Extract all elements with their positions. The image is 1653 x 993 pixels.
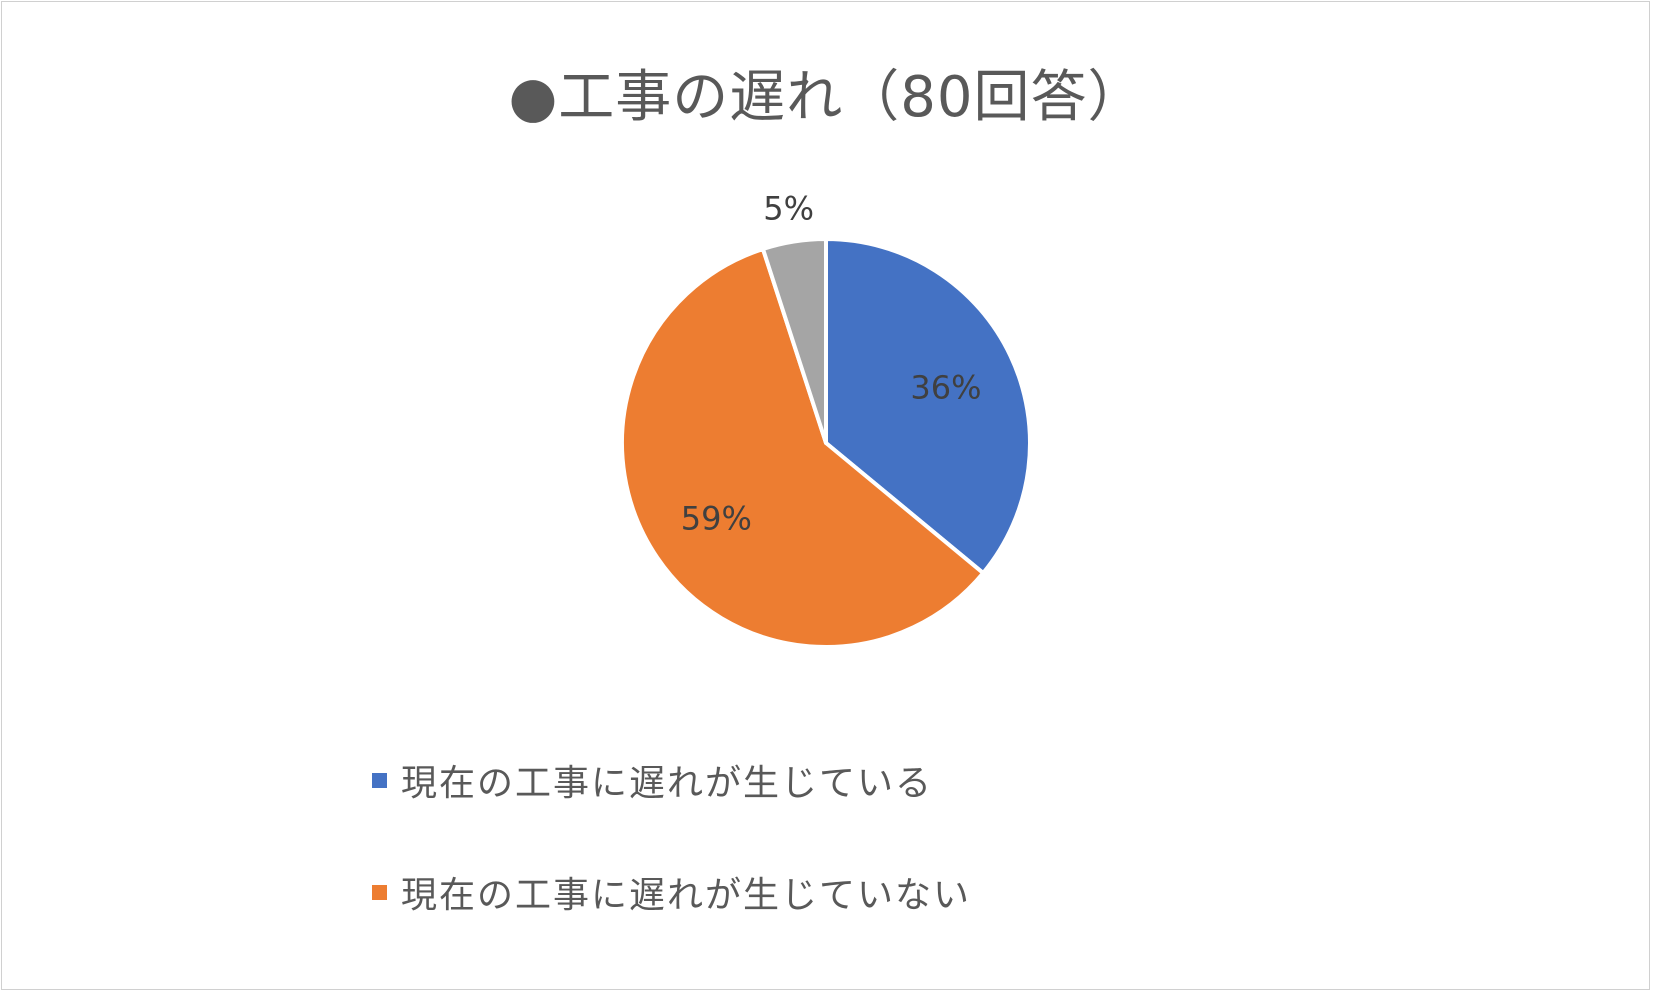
legend-swatch-orange [372, 884, 387, 900]
legend-label-not-delayed: 現在の工事に遅れが生じていない [401, 875, 972, 916]
data-label-other: 5% [763, 189, 814, 227]
pie-slice-other [760, 237, 828, 445]
legend-item-delayed: 現在の工事に遅れが生じている [372, 760, 971, 804]
chart-title: ●工事の遅れ（80回答） [508, 65, 1145, 130]
data-label-delayed: 36% [910, 369, 981, 407]
pie-slice-delayed [824, 237, 1032, 576]
legend-item-not-delayed: 現在の工事に遅れが生じていない [372, 872, 971, 916]
legend: 現在の工事に遅れが生じている 現在の工事に遅れが生じていない [372, 760, 971, 984]
legend-swatch-blue [372, 772, 387, 788]
data-label-not-delayed: 59% [681, 500, 752, 538]
legend-label-delayed: 現在の工事に遅れが生じている [401, 763, 934, 804]
pie-slice-not-delayed [620, 246, 986, 649]
